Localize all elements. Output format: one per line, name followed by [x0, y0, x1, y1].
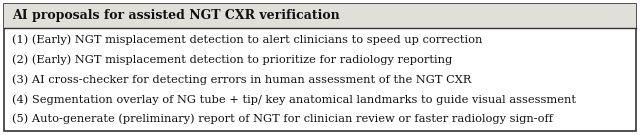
Text: (2) (Early) NGT misplacement detection to prioritize for radiology reporting: (2) (Early) NGT misplacement detection t… — [12, 54, 452, 65]
Text: (5) Auto-generate (preliminary) report of NGT for clinician review or faster rad: (5) Auto-generate (preliminary) report o… — [12, 114, 553, 124]
Text: (1) (Early) NGT misplacement detection to alert clinicians to speed up correctio: (1) (Early) NGT misplacement detection t… — [12, 35, 483, 45]
Text: (3) AI cross-checker for detecting errors in human assessment of the NGT CXR: (3) AI cross-checker for detecting error… — [12, 74, 472, 85]
Text: (4) Segmentation overlay of NG tube + tip/ key anatomical landmarks to guide vis: (4) Segmentation overlay of NG tube + ti… — [12, 94, 576, 105]
Text: AI proposals for assisted NGT CXR verification: AI proposals for assisted NGT CXR verifi… — [12, 9, 340, 23]
Bar — [4, 4, 636, 28]
